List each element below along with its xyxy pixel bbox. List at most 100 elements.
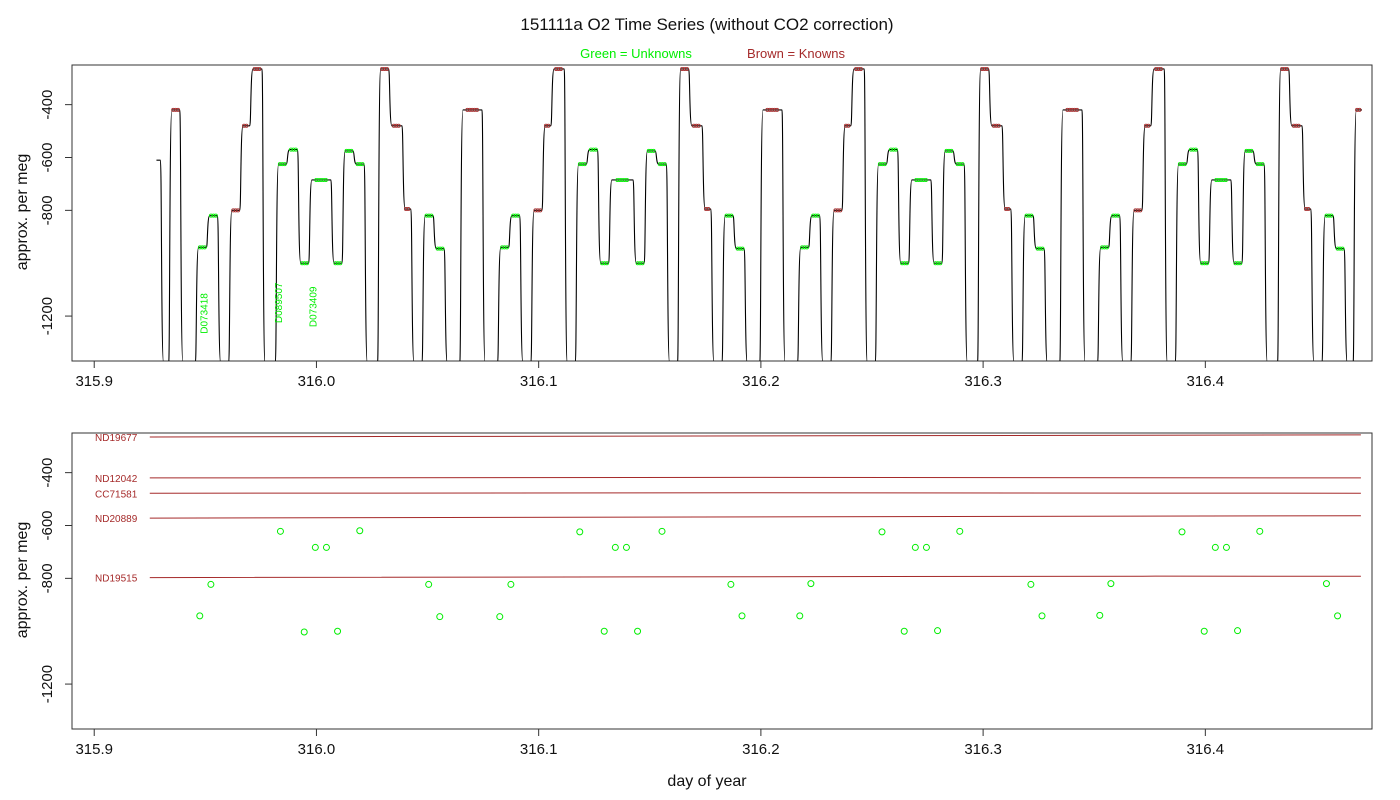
unknown-plateau-marker — [660, 162, 665, 167]
bottom-x-axis: 315.9 316.0 316.1 316.2 316.3 316.4 — [75, 729, 1224, 758]
unknown-sample-point — [1222, 543, 1230, 551]
unknown-plateau-marker — [211, 213, 216, 218]
x-tick-label: 316.4 — [1187, 373, 1225, 390]
unknown-plateau-marker — [282, 162, 287, 167]
unknown-plateau-marker — [889, 147, 894, 152]
unknown-plateau-marker — [938, 261, 943, 266]
unknown-plateau-marker — [1193, 147, 1198, 152]
unknown-plateau-marker — [646, 148, 651, 153]
known-plateau-marker — [680, 66, 685, 71]
unknown-plateau-marker — [1235, 261, 1240, 266]
unknown-plateau-marker — [662, 162, 667, 167]
known-plateau-marker — [236, 208, 241, 213]
known-plateau-marker — [1294, 123, 1299, 128]
known-plateau-marker — [1357, 107, 1362, 112]
known-plateau-marker — [391, 123, 396, 128]
known-plateau-marker — [242, 123, 247, 128]
unknown-sample-point — [207, 580, 215, 588]
y-tick-label: -600 — [39, 142, 56, 172]
known-plateau-marker — [1154, 66, 1159, 71]
unknown-sample-point — [1322, 580, 1330, 588]
top-sample-labels: D073418 D089507 D073409 — [200, 282, 320, 334]
unknown-plateau-marker — [316, 177, 321, 182]
unknown-plateau-marker — [877, 162, 882, 167]
unknown-plateau-marker — [1111, 213, 1116, 218]
unknown-sample-point — [1200, 627, 1208, 635]
known-plateau-marker — [856, 66, 861, 71]
x-tick-label: 316.3 — [964, 373, 1002, 390]
top-x-axis: 315.9 316.0 316.1 316.2 316.3 316.4 — [75, 361, 1224, 390]
unknown-plateau-marker — [1189, 147, 1194, 152]
unknown-plateau-marker — [740, 246, 745, 251]
known-standard-line — [149, 434, 1361, 438]
unknown-plateau-marker — [1223, 177, 1228, 182]
known-plateau-marker — [858, 66, 863, 71]
x-tick-label: 316.2 — [742, 373, 780, 390]
unknown-plateau-marker — [319, 177, 324, 182]
unknown-plateau-marker — [919, 177, 924, 182]
unknown-plateau-marker — [1040, 246, 1045, 251]
unknown-plateau-marker — [921, 177, 926, 182]
unknown-sample-point — [425, 580, 433, 588]
unknown-plateau-marker — [1026, 213, 1031, 218]
known-plateau-marker — [770, 107, 775, 112]
unknown-sample-point — [300, 628, 308, 636]
unknown-plateau-marker — [816, 213, 821, 218]
known-standard-line — [149, 476, 1361, 479]
y-tick-label: -1200 — [39, 665, 56, 703]
known-plateau-marker — [233, 208, 238, 213]
unknown-plateau-marker — [944, 148, 949, 153]
unknown-plateau-marker — [602, 261, 607, 266]
known-plateau-marker — [1146, 123, 1151, 128]
known-plateau-marker — [1303, 207, 1308, 212]
unknown-plateau-marker — [516, 213, 521, 218]
known-plateau-marker — [467, 107, 472, 112]
known-plateau-marker — [980, 66, 985, 71]
known-plateau-marker — [406, 207, 411, 212]
unknown-plateau-marker — [314, 177, 319, 182]
known-plateau-marker — [535, 208, 540, 213]
known-plateau-marker — [1355, 107, 1360, 112]
x-tick-label: 315.9 — [75, 741, 113, 758]
x-tick-label: 316.1 — [520, 373, 558, 390]
unknown-sample-point — [611, 543, 619, 551]
known-plateau-marker — [682, 66, 687, 71]
unknown-plateau-marker — [800, 245, 805, 250]
o2-trace-line — [156, 68, 1362, 361]
unknown-plateau-marker — [355, 162, 360, 167]
known-plateau-marker — [543, 123, 548, 128]
known-plateau-marker — [231, 208, 236, 213]
unknown-plateau-marker — [1246, 148, 1251, 153]
bottom-y-axis: -400 -600 -800 -1200 — [39, 458, 72, 703]
unknown-plateau-marker — [593, 147, 598, 152]
unknown-plateau-marker — [738, 246, 743, 251]
unknown-plateau-marker — [1200, 261, 1205, 266]
known-plateau-marker — [767, 107, 772, 112]
unknown-plateau-marker — [577, 162, 582, 167]
unknown-plateau-marker — [335, 261, 340, 266]
unknown-sample-point — [311, 543, 319, 551]
known-standard-line — [149, 492, 1361, 494]
unknown-plateau-marker — [321, 177, 326, 182]
unknown-plateau-marker — [640, 261, 645, 266]
known-plateau-marker — [846, 123, 851, 128]
unknown-plateau-marker — [811, 213, 816, 218]
unknown-sample-point — [1334, 612, 1342, 620]
y-tick-label: -400 — [39, 90, 56, 120]
known-plateau-marker — [472, 107, 477, 112]
known-standard-lines: ND19677 ND12042 CC71581 ND20889 ND19515 — [95, 433, 1361, 585]
unknown-sample-point — [1038, 612, 1046, 620]
unknown-plateau-marker — [649, 148, 654, 153]
bottom-panel: -400-600-800-1200 315.9 316.0 316.1 316.2 31… — [14, 432, 1373, 790]
unknown-plateau-marker — [358, 162, 363, 167]
unknown-plateau-marker — [933, 261, 938, 266]
unknown-plateau-marker — [635, 261, 640, 266]
unknown-plateau-marker — [1191, 147, 1196, 152]
unknown-sample-point — [1107, 580, 1115, 588]
unknown-plateau-marker — [735, 246, 740, 251]
top-panel: -400-600-800-1200 315.9 316.0 316.1 316.2 31… — [14, 64, 1373, 390]
known-plateau-marker — [1003, 207, 1008, 212]
known-plateau-marker — [854, 66, 859, 71]
x-tick-label: 315.9 — [75, 373, 113, 390]
